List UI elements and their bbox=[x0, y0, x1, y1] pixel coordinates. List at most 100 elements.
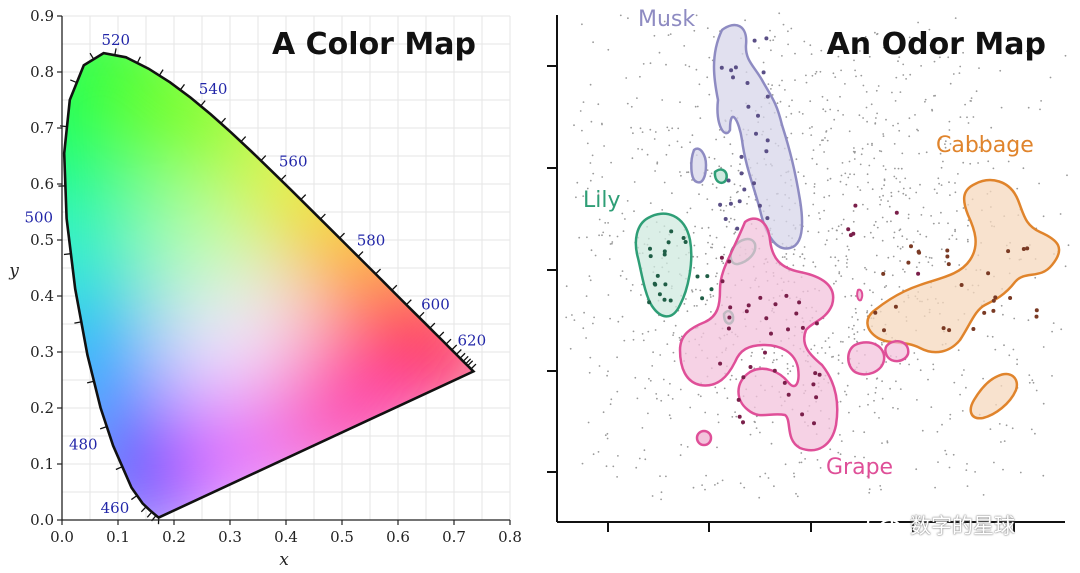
odor-point bbox=[770, 88, 772, 90]
odor-point bbox=[800, 461, 803, 464]
odor-point bbox=[1035, 389, 1038, 392]
cluster-point bbox=[916, 249, 921, 254]
odor-point bbox=[826, 167, 829, 170]
odor-point bbox=[1030, 428, 1033, 431]
y-tick-label: 0.8 bbox=[30, 63, 54, 81]
odor-point bbox=[835, 280, 837, 283]
odor-point bbox=[705, 474, 707, 477]
odor-point bbox=[683, 45, 686, 47]
odor-point bbox=[949, 418, 951, 420]
odor-point bbox=[813, 344, 816, 347]
odor-point bbox=[897, 167, 900, 170]
cluster-point bbox=[773, 302, 778, 307]
odor-point bbox=[639, 75, 641, 78]
odor-point bbox=[829, 448, 832, 451]
odor-point bbox=[749, 433, 752, 436]
odor-point bbox=[886, 220, 888, 223]
odor-point bbox=[668, 414, 671, 417]
odor-point bbox=[915, 191, 918, 194]
cluster-point bbox=[695, 274, 700, 279]
odor-point bbox=[833, 118, 836, 121]
odor-point bbox=[987, 160, 990, 163]
odor-point bbox=[725, 225, 728, 228]
odor-point bbox=[714, 386, 717, 389]
odor-point bbox=[871, 188, 874, 191]
odor-point bbox=[856, 331, 859, 333]
odor-point bbox=[932, 222, 935, 225]
odor-point bbox=[905, 78, 907, 80]
odor-point bbox=[565, 285, 568, 288]
odor-point bbox=[904, 177, 907, 180]
odor-point bbox=[989, 428, 992, 430]
odor-point bbox=[579, 110, 582, 112]
odor-point bbox=[771, 421, 774, 424]
odor-point bbox=[717, 413, 719, 416]
odor-point bbox=[921, 429, 924, 432]
odor-point bbox=[604, 434, 607, 437]
cluster-grape bbox=[678, 217, 910, 452]
odor-point bbox=[924, 98, 927, 101]
odor-point bbox=[934, 486, 936, 489]
odor-point bbox=[1067, 244, 1070, 247]
odor-point bbox=[841, 162, 844, 164]
odor-point bbox=[597, 451, 600, 453]
odor-point bbox=[632, 132, 634, 135]
odor-point bbox=[825, 131, 827, 133]
cluster-point bbox=[727, 315, 732, 320]
odor-point bbox=[868, 55, 871, 58]
odor-point bbox=[901, 235, 904, 238]
odor-point bbox=[927, 261, 930, 263]
odor-point bbox=[719, 209, 722, 212]
odor-point bbox=[808, 214, 810, 217]
odor-point bbox=[833, 282, 835, 285]
odor-point bbox=[982, 494, 985, 496]
odor-point bbox=[814, 72, 817, 75]
odor-point bbox=[787, 372, 789, 375]
odor-point bbox=[1028, 381, 1031, 384]
odor-point bbox=[933, 60, 936, 63]
odor-point bbox=[919, 369, 922, 372]
odor-point bbox=[723, 246, 726, 249]
odor-point bbox=[586, 142, 589, 145]
odor-point bbox=[585, 295, 588, 297]
odor-point bbox=[869, 289, 871, 291]
odor-point bbox=[706, 169, 709, 172]
odor-point bbox=[840, 69, 842, 72]
odor-point bbox=[826, 179, 829, 182]
odor-point bbox=[762, 61, 765, 64]
odor-point bbox=[686, 171, 688, 174]
odor-point bbox=[731, 152, 734, 155]
odor-point bbox=[641, 427, 644, 429]
odor-point bbox=[835, 238, 838, 241]
odor-point bbox=[667, 394, 670, 397]
odor-point bbox=[784, 89, 786, 91]
odor-point bbox=[858, 114, 861, 117]
odor-point bbox=[714, 484, 716, 486]
odor-point bbox=[812, 203, 815, 206]
odor-point bbox=[1011, 139, 1014, 141]
odor-point bbox=[696, 305, 698, 307]
odor-point bbox=[715, 186, 718, 189]
odor-point bbox=[598, 365, 601, 367]
odor-point bbox=[860, 153, 863, 156]
odor-point bbox=[790, 27, 793, 30]
odor-point bbox=[1031, 48, 1034, 51]
odor-point bbox=[1059, 213, 1062, 215]
cluster-point bbox=[1034, 308, 1039, 313]
odor-point bbox=[804, 182, 807, 185]
odor-point bbox=[746, 202, 748, 205]
odor-point bbox=[680, 443, 683, 446]
odor-point bbox=[933, 188, 936, 191]
odor-point bbox=[696, 105, 699, 108]
odor-point bbox=[715, 138, 717, 141]
odor-point bbox=[661, 99, 664, 101]
y-tick-label: 0.5 bbox=[30, 231, 54, 249]
odor-point bbox=[582, 327, 585, 330]
odor-point bbox=[824, 137, 826, 139]
odor-point bbox=[1000, 441, 1002, 443]
odor-point bbox=[639, 127, 642, 130]
odor-point bbox=[722, 262, 725, 265]
odor-point bbox=[783, 256, 786, 258]
wavelength-label: 480 bbox=[69, 436, 98, 454]
odor-point bbox=[900, 167, 903, 170]
